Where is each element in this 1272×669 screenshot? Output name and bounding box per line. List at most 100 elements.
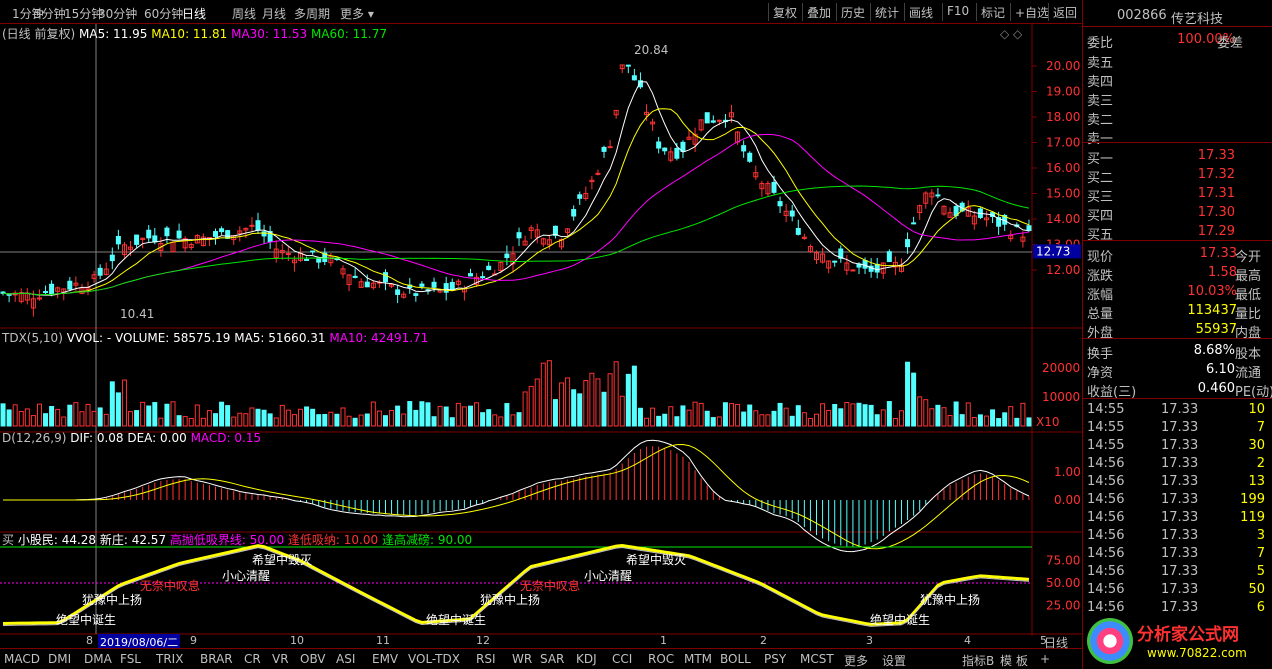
- indicator-tab[interactable]: 更多: [844, 654, 869, 668]
- indicator-tab[interactable]: VR: [272, 652, 289, 666]
- candle-body: [668, 151, 674, 161]
- volume-bar: [419, 401, 425, 427]
- bottom-control[interactable]: 指标B: [962, 654, 995, 668]
- diamond-icon[interactable]: ◇ ◇: [1000, 27, 1023, 41]
- indicator-tab[interactable]: ASI: [336, 652, 356, 666]
- period-tab[interactable]: 更多 ▾: [340, 7, 374, 21]
- indicator-tab[interactable]: EMV: [372, 652, 399, 666]
- volume-bar: [6, 409, 12, 427]
- period-tab[interactable]: 30分钟: [98, 7, 138, 21]
- volume-bar: [213, 413, 219, 427]
- toolbar-button[interactable]: 画线: [904, 3, 937, 21]
- period-tab[interactable]: 5分钟: [34, 7, 66, 21]
- toolbar-button[interactable]: 返回: [1048, 3, 1081, 21]
- indicator-tab[interactable]: 设置: [882, 654, 907, 668]
- volume-bar: [486, 409, 492, 427]
- kline-chart-area[interactable]: 20.0019.0018.0017.0016.0015.0014.0013.00…: [0, 24, 1082, 636]
- volume-bar: [971, 417, 977, 427]
- indicator-tab[interactable]: WR: [512, 652, 533, 666]
- candle-body: [698, 119, 704, 131]
- bottom-control[interactable]: 板: [1016, 654, 1029, 668]
- indicator-tab[interactable]: CCI: [612, 652, 633, 666]
- toolbar-button[interactable]: 统计: [870, 3, 903, 21]
- volume-bar: [413, 409, 419, 427]
- indicator-tab[interactable]: BOLL: [720, 652, 751, 666]
- candle-body: [686, 136, 692, 140]
- volume-bar: [443, 406, 449, 427]
- indicator-tab[interactable]: FSL: [120, 652, 141, 666]
- period-tab[interactable]: 月线: [262, 7, 287, 21]
- volume-bar: [55, 408, 61, 427]
- tick-row: 14:56 17.33 50: [1083, 582, 1272, 600]
- indicator-tab[interactable]: KDJ: [576, 652, 597, 666]
- volume-bar: [504, 403, 510, 427]
- buy-label: 买三: [1087, 190, 1114, 205]
- indicator-tab[interactable]: DMA: [84, 652, 112, 666]
- toolbar-button[interactable]: 历史: [836, 3, 869, 21]
- volume-bar: [340, 407, 346, 427]
- indicator-tab[interactable]: SAR: [540, 652, 565, 666]
- indicator-tab[interactable]: PSY: [764, 652, 787, 666]
- volume-bar: [225, 405, 231, 427]
- period-tab[interactable]: 1分钟: [12, 7, 44, 21]
- stats-row: 净资 6.10 流通: [1083, 362, 1272, 381]
- toolbar-button[interactable]: 标记: [976, 3, 1009, 21]
- volume-bar: [255, 408, 261, 427]
- indicator-tick-label: 50.00: [1046, 576, 1080, 590]
- toolbar-button[interactable]: +自选: [1010, 3, 1053, 21]
- indicator-tab[interactable]: OBV: [300, 652, 326, 666]
- volume-bar: [121, 379, 127, 427]
- date-tick-label: 4: [964, 634, 971, 647]
- toolbar-button[interactable]: 复权: [768, 3, 801, 21]
- candle-body: [340, 268, 346, 275]
- indicator-tab[interactable]: VOL-TDX: [408, 652, 460, 666]
- toolbar-button[interactable]: F10: [942, 3, 973, 21]
- volume-bar: [990, 409, 996, 427]
- period-tab[interactable]: 多周期: [294, 7, 331, 21]
- candle-body: [474, 276, 480, 285]
- sell-level: 卖五: [1083, 52, 1272, 71]
- volume-bar: [510, 414, 516, 427]
- indicator-tab[interactable]: RSI: [476, 652, 496, 666]
- volume-bar: [449, 417, 455, 427]
- current-price-value: 12.73: [1036, 244, 1070, 258]
- main-legend: (日线 前复权) MA5: 11.95 MA10: 11.81 MA30: 11…: [2, 26, 387, 41]
- indicator-tab[interactable]: BRAR: [200, 652, 233, 666]
- volume-bar: [905, 361, 911, 427]
- ma5-line: [2, 81, 1030, 296]
- tick-time: 14:55: [1087, 420, 1125, 435]
- sell-label: 卖三: [1087, 94, 1114, 109]
- indicator-tab[interactable]: DMI: [48, 652, 72, 666]
- period-tab[interactable]: 60分钟: [144, 7, 184, 21]
- period-corner-tab[interactable]: 日线: [1044, 636, 1069, 650]
- candle-body: [103, 268, 109, 275]
- indicator-tab[interactable]: TRIX: [156, 652, 184, 666]
- volume-bar: [425, 402, 431, 427]
- indicator-tab[interactable]: MACD: [4, 652, 40, 666]
- tick-time: 14:56: [1087, 456, 1125, 471]
- volume-legend: TDX(5,10) VVOL: - VOLUME: 58575.19 MA5: …: [1, 331, 428, 345]
- price-tick-label: 15.00: [1046, 187, 1080, 201]
- candle-body: [789, 210, 795, 217]
- indicator-tab[interactable]: ROC: [648, 652, 675, 666]
- tick-row: 14:56 17.33 7: [1083, 546, 1272, 564]
- tick-volume: 7: [1256, 546, 1265, 561]
- candle-body: [128, 246, 134, 250]
- period-tab[interactable]: 15分钟: [64, 7, 104, 21]
- candle-body: [200, 236, 206, 246]
- candle-body: [935, 194, 941, 197]
- volume-bar: [771, 410, 777, 427]
- volume-bar: [237, 412, 243, 427]
- volume-bar: [304, 406, 310, 427]
- period-tab[interactable]: 日线: [182, 7, 207, 21]
- volume-bar: [935, 404, 941, 427]
- tick-price: 17.33: [1161, 402, 1199, 417]
- toolbar-button[interactable]: 叠加: [802, 3, 835, 21]
- bottom-control[interactable]: +: [1040, 652, 1051, 666]
- indicator-tab[interactable]: CR: [244, 652, 261, 666]
- tick-price: 17.33: [1161, 510, 1199, 525]
- period-tab[interactable]: 周线: [232, 7, 257, 21]
- indicator-tab[interactable]: MTM: [684, 652, 713, 666]
- bottom-control[interactable]: 模: [1000, 654, 1013, 668]
- indicator-tab[interactable]: MCST: [800, 652, 834, 666]
